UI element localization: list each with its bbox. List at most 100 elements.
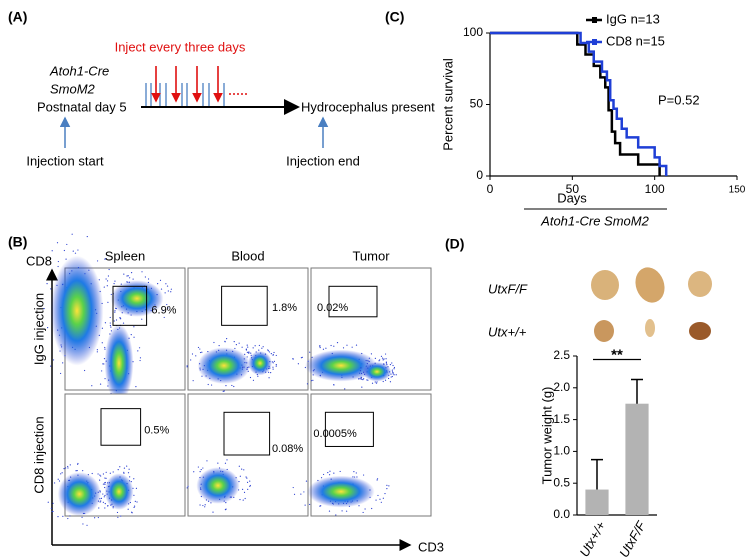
- event-dot: [241, 468, 243, 470]
- event-dot: [351, 346, 353, 348]
- event-dot: [63, 249, 65, 252]
- bar: [585, 489, 609, 515]
- error-bar: [591, 458, 603, 490]
- event-dot: [202, 504, 204, 507]
- x-tick-label: Utx+/+: [576, 518, 608, 559]
- start-point: Postnatal day 5: [37, 99, 127, 114]
- event-dot: [393, 368, 395, 370]
- event-dot: [81, 516, 83, 518]
- event-dot: [336, 342, 339, 344]
- event-dot: [157, 283, 159, 285]
- event-dot: [360, 378, 363, 380]
- event-dot: [233, 385, 235, 388]
- event-dot: [335, 514, 337, 516]
- event-dot: [231, 384, 233, 387]
- event-dot: [101, 327, 104, 329]
- event-dot: [166, 285, 169, 287]
- event-dot: [339, 470, 341, 473]
- event-dot: [65, 258, 67, 260]
- event-dot: [292, 486, 294, 489]
- event-dot: [368, 360, 370, 363]
- event-dot: [319, 505, 321, 507]
- event-dot: [74, 252, 77, 254]
- event-dot: [238, 342, 240, 344]
- event-dot: [362, 474, 365, 476]
- event-dot: [344, 388, 346, 390]
- event-dot: [378, 360, 380, 362]
- genotype: SmoM2: [50, 81, 96, 96]
- event-dot: [129, 277, 131, 279]
- event-dot: [226, 338, 228, 340]
- survival-curve: [490, 31, 661, 176]
- event-dot: [271, 361, 273, 363]
- event-dot: [186, 366, 188, 368]
- gate-percent: 6.9%: [151, 305, 176, 317]
- event-dot: [262, 346, 264, 348]
- event-dot: [100, 497, 103, 499]
- event-dot: [131, 512, 133, 514]
- event-dot: [126, 275, 128, 277]
- event-dot: [293, 493, 296, 495]
- event-dot: [383, 358, 385, 360]
- event-dot: [115, 319, 118, 321]
- event-dot: [192, 380, 194, 382]
- event-dot: [114, 280, 116, 282]
- event-dot: [195, 355, 197, 357]
- event-dot: [358, 505, 360, 507]
- event-dot: [132, 278, 134, 280]
- event-dot: [245, 476, 247, 478]
- event-dot: [104, 322, 107, 324]
- event-dot: [386, 488, 388, 490]
- annotation: **: [611, 347, 623, 364]
- photo-row-label: UtxF/F: [488, 281, 528, 296]
- event-dot: [94, 517, 96, 519]
- event-dot: [246, 368, 248, 370]
- event-dot: [238, 465, 240, 467]
- event-dot: [130, 272, 133, 274]
- event-dot: [217, 462, 219, 464]
- density-blob: [110, 280, 164, 317]
- column-label: Tumor: [352, 248, 390, 263]
- event-dot: [247, 488, 249, 490]
- event-dot: [166, 303, 168, 306]
- event-dot: [246, 362, 248, 364]
- event-dot: [127, 508, 129, 510]
- event-dot: [98, 279, 100, 281]
- event-dot: [105, 477, 107, 479]
- event-dot: [96, 351, 98, 353]
- event-dot: [197, 466, 199, 468]
- event-dot: [363, 378, 365, 380]
- event-dot: [247, 346, 249, 348]
- event-dot: [75, 470, 77, 472]
- event-dot: [60, 473, 62, 475]
- event-dot: [252, 379, 255, 381]
- event-dot: [224, 462, 227, 464]
- event-dot: [389, 363, 392, 366]
- event-dot: [103, 286, 105, 288]
- event-dot: [275, 364, 277, 366]
- event-dot: [270, 353, 272, 355]
- event-dot: [330, 344, 332, 347]
- event-dot: [355, 344, 358, 346]
- event-dot: [104, 258, 106, 260]
- event-dot: [312, 379, 314, 381]
- genotype: Atoh1-Cre: [49, 63, 109, 78]
- event-dot: [123, 472, 125, 474]
- event-dot: [110, 326, 112, 328]
- event-dot: [382, 359, 384, 361]
- density-blob: [57, 472, 101, 516]
- event-dot: [359, 370, 362, 372]
- event-dot: [109, 316, 111, 319]
- event-dot: [249, 485, 251, 488]
- event-dot: [362, 379, 364, 381]
- event-dot: [133, 478, 135, 480]
- event-dot: [104, 507, 106, 509]
- event-dot: [225, 508, 227, 510]
- event-dot: [113, 320, 115, 322]
- event-dot: [222, 390, 224, 392]
- event-dot: [119, 317, 121, 319]
- event-dot: [69, 515, 71, 517]
- event-dot: [246, 344, 248, 346]
- gate: [328, 285, 378, 318]
- event-dot: [104, 483, 106, 485]
